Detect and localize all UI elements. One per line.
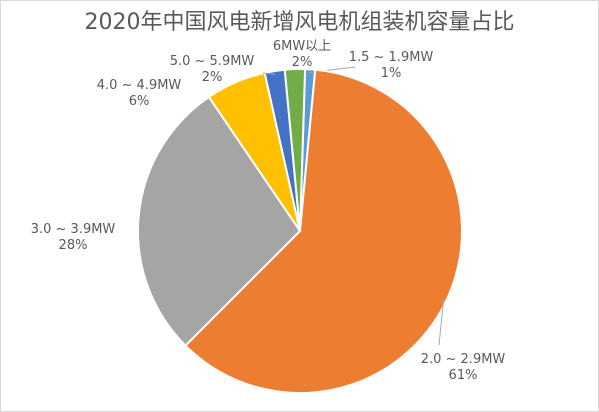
slice-percent-6mw: 2% — [292, 55, 313, 70]
pie-slice-3-0-3-9mw — [137, 95, 302, 347]
slice-percent-1-5-1-9mw: 1% — [381, 66, 402, 81]
pie-slice-2-0-2-9mw — [184, 68, 463, 394]
leader-line-5-0-5-9mw — [262, 72, 276, 75]
slice-label-2-0-2-9mw: 2.0 ~ 2.9MW — [421, 352, 506, 367]
leader-line-2-0-2-9mw — [438, 298, 445, 346]
slice-label-4-0-4-9mw: 4.0 ~ 4.9MW — [97, 78, 182, 93]
pie-slice-6mw — [283, 68, 307, 232]
slice-percent-5-0-5-9mw: 2% — [202, 70, 223, 85]
slice-label-1-5-1-9mw: 1.5 ~ 1.9MW — [349, 50, 434, 65]
slice-label-3-0-3-9mw: 3.0 ~ 3.9MW — [31, 222, 116, 237]
chart-title: 2020年中国风电新增风电机组装机容量占比 — [84, 10, 515, 35]
slice-percent-3-0-3-9mw: 28% — [59, 238, 88, 253]
slice-label-5-0-5-9mw: 5.0 ~ 5.9MW — [170, 54, 255, 69]
slice-percent-4-0-4-9mw: 6% — [129, 94, 150, 109]
slice-percent-2-0-2-9mw: 61% — [449, 368, 478, 383]
slice-label-6mw: 6MW以上 — [273, 39, 331, 54]
